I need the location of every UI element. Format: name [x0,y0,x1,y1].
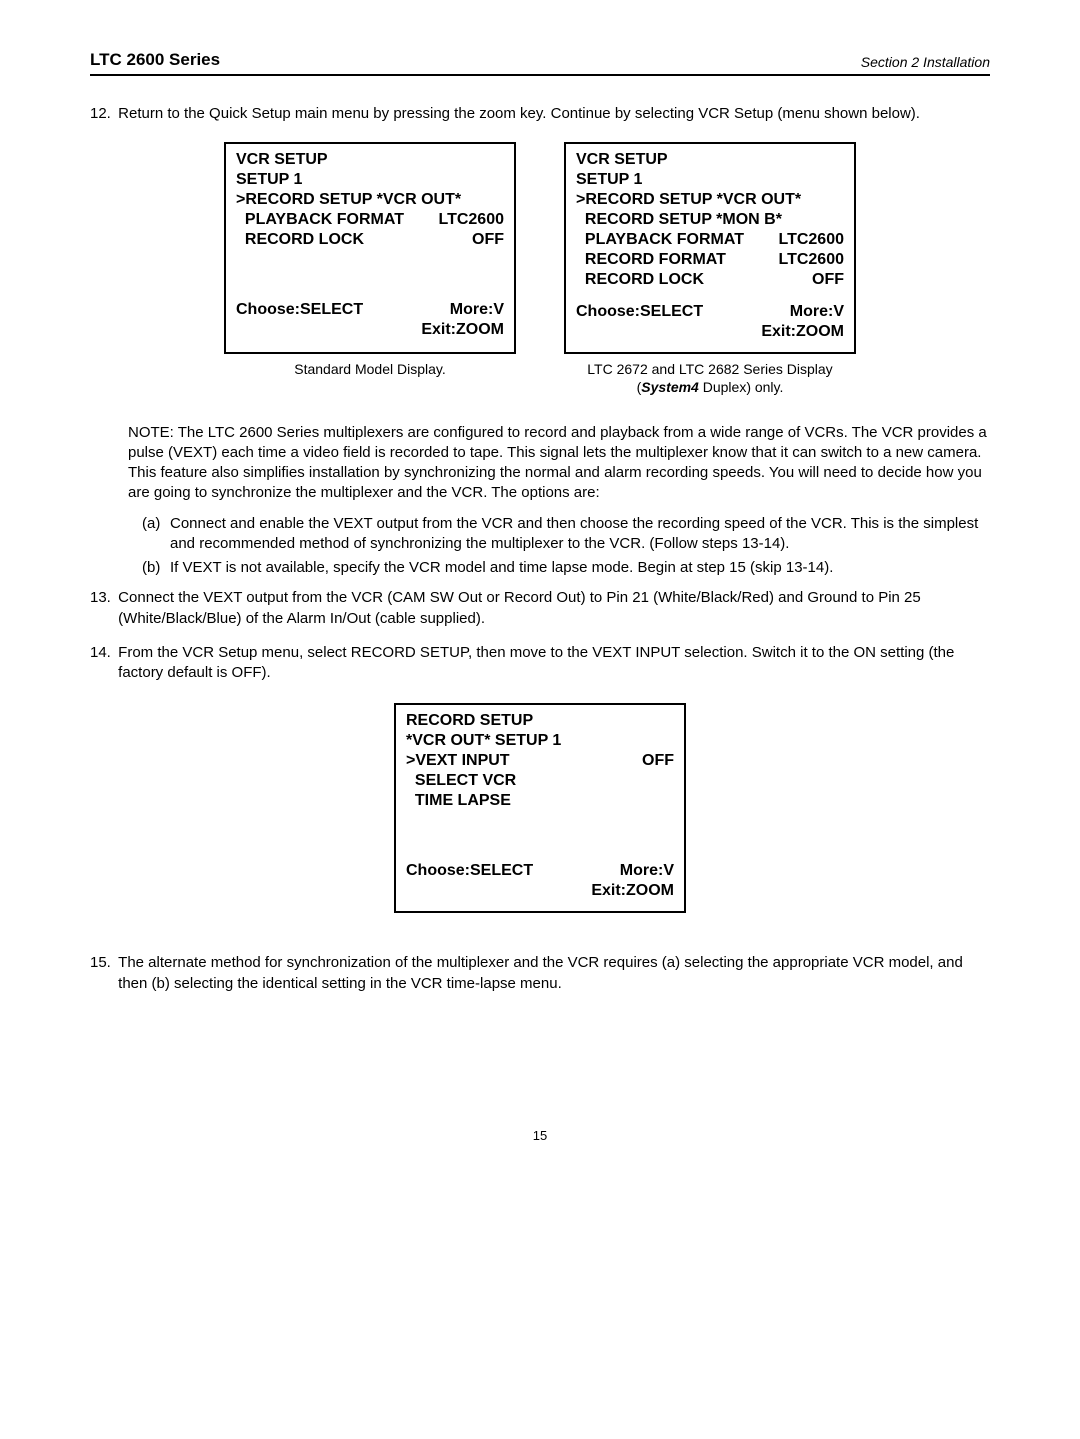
menu-line: TIME LAPSE [406,791,674,811]
menu-line: SETUP 1 [576,170,844,190]
menu-label: RECORD LOCK [236,230,364,250]
sub-item-a: (a) Connect and enable the VEXT output f… [142,514,990,555]
step-text: Return to the Quick Setup main menu by p… [118,104,988,124]
step-number: 13. [90,588,114,608]
header-right: Section 2 Installation [861,54,990,70]
sub-list: (a) Connect and enable the VEXT output f… [142,514,990,579]
header-left: LTC 2600 Series [90,50,220,70]
step-number: 15. [90,953,114,973]
menu-footer-left: Choose:SELECT [576,302,703,322]
menu-box-standard: VCR SETUP SETUP 1 >RECORD SETUP *VCR OUT… [224,142,516,354]
menu-line: *VCR OUT* SETUP 1 [406,731,674,751]
menu-line: RECORD FORMAT LTC2600 [576,250,844,270]
caption-row: Standard Model Display. LTC 2672 and LTC… [90,360,990,396]
menu-line: RECORD SETUP [406,711,674,731]
menu-box-record-setup: RECORD SETUP *VCR OUT* SETUP 1 >VEXT INP… [394,703,686,913]
menu-value: OFF [472,230,504,250]
center-menu-row: RECORD SETUP *VCR OUT* SETUP 1 >VEXT INP… [90,703,990,913]
menu-value: LTC2600 [438,210,504,230]
menu-label: PLAYBACK FORMAT [576,230,744,250]
menu-line: SETUP 1 [236,170,504,190]
menu-label: PLAYBACK FORMAT [236,210,404,230]
menu-line: VCR SETUP [576,150,844,170]
menu-spacer [236,250,504,300]
menu-spacer [406,811,674,861]
page-header: LTC 2600 Series Section 2 Installation [90,50,990,70]
caption-standard: Standard Model Display. [224,360,516,396]
menu-footer-line: Choose:SELECT More:V [236,300,504,320]
menu-value: OFF [642,751,674,771]
menu-line: >RECORD SETUP *VCR OUT* [576,190,844,210]
menu-footer-right: More:V [620,861,674,881]
menu-line: RECORD SETUP *MON B* [576,210,844,230]
menu-footer-left: Choose:SELECT [236,300,363,320]
menu-label: RECORD LOCK [576,270,704,290]
menu-line: RECORD LOCK OFF [576,270,844,290]
menu-line: RECORD LOCK OFF [236,230,504,250]
menu-footer-line: Exit:ZOOM [576,322,844,342]
menu-footer-line: Exit:ZOOM [406,881,674,901]
menu-footer-left: Choose:SELECT [406,861,533,881]
menu-footer-right: More:V [790,302,844,322]
menu-footer-line: Choose:SELECT More:V [406,861,674,881]
menus-row: VCR SETUP SETUP 1 >RECORD SETUP *VCR OUT… [90,142,990,354]
sub-key: (a) [142,514,170,555]
menu-value: LTC2600 [778,230,844,250]
menu-line: SELECT VCR [406,771,674,791]
caption-line1: LTC 2672 and LTC 2682 Series Display [587,361,832,377]
step-text: Connect the VEXT output from the VCR (CA… [118,588,988,629]
sub-text: Connect and enable the VEXT output from … [170,514,990,555]
menu-line: VCR SETUP [236,150,504,170]
sub-text: If VEXT is not available, specify the VC… [170,558,990,578]
menu-line: PLAYBACK FORMAT LTC2600 [576,230,844,250]
note-block: NOTE: The LTC 2600 Series multiplexers a… [128,423,990,589]
caption-paren-close: Duplex) only. [699,379,784,395]
menu-line: >RECORD SETUP *VCR OUT* [236,190,504,210]
caption-system4: System4 [641,379,699,395]
header-rule [90,74,990,76]
menu-label: >VEXT INPUT [406,751,510,771]
caption-duplex: LTC 2672 and LTC 2682 Series Display (Sy… [564,360,856,396]
step-number: 14. [90,643,114,663]
note-text: NOTE: The LTC 2600 Series multiplexers a… [128,423,990,504]
menu-box-duplex: VCR SETUP SETUP 1 >RECORD SETUP *VCR OUT… [564,142,856,354]
menu-footer-line: Exit:ZOOM [236,320,504,340]
sub-key: (b) [142,558,170,578]
page: LTC 2600 Series Section 2 Installation 1… [0,0,1080,1183]
menu-value: OFF [812,270,844,290]
sub-item-b: (b) If VEXT is not available, specify th… [142,558,990,578]
menu-footer-line: Choose:SELECT More:V [576,302,844,322]
menu-value: LTC2600 [778,250,844,270]
step-text: The alternate method for synchronization… [118,953,988,994]
step-text: From the VCR Setup menu, select RECORD S… [118,643,988,684]
page-number: 15 [90,1008,990,1143]
step-15: 15. The alternate method for synchroniza… [90,953,990,994]
menu-spacer [576,290,844,302]
menu-line: PLAYBACK FORMAT LTC2600 [236,210,504,230]
step-13: 13. Connect the VEXT output from the VCR… [90,588,990,629]
step-number: 12. [90,104,114,124]
menu-line: >VEXT INPUT OFF [406,751,674,771]
step-12: 12. Return to the Quick Setup main menu … [90,104,990,124]
step-14: 14. From the VCR Setup menu, select RECO… [90,643,990,684]
menu-footer-right: More:V [450,300,504,320]
menu-label: RECORD FORMAT [576,250,726,270]
